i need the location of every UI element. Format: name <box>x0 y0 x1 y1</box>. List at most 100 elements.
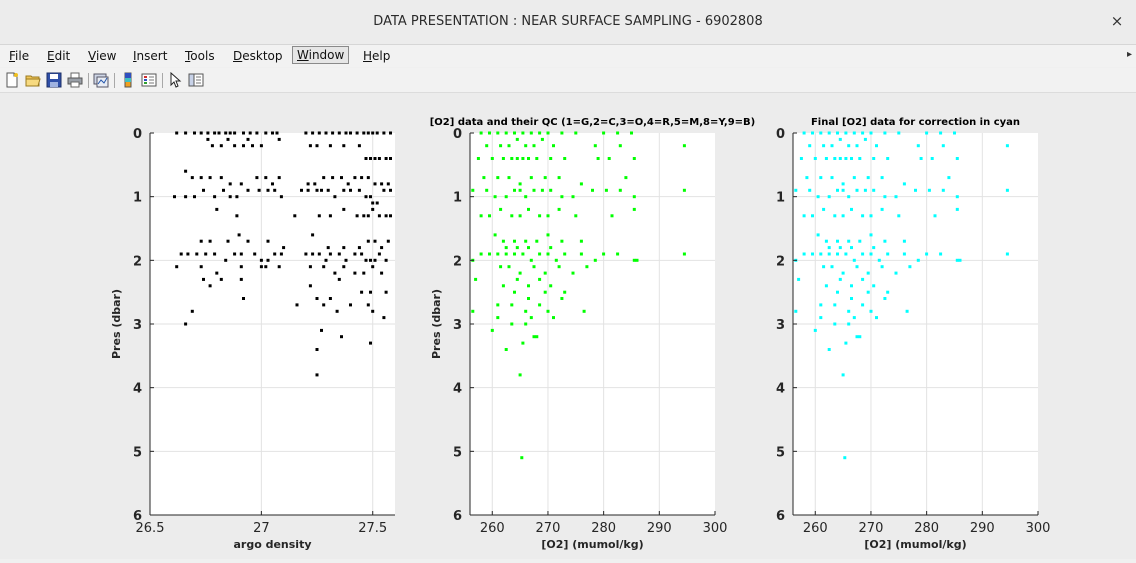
open-file-icon[interactable] <box>25 72 41 88</box>
menu-file[interactable]: File <box>9 49 30 63</box>
data-point <box>382 188 386 192</box>
data-point <box>552 144 555 148</box>
data-point <box>632 195 636 199</box>
data-point <box>488 252 491 256</box>
data-point <box>275 131 279 135</box>
y-tick-label: 6 <box>776 509 785 524</box>
data-point <box>320 188 323 192</box>
y-tick-label: 4 <box>776 382 785 397</box>
y-tick-label: 0 <box>776 127 785 142</box>
data-point <box>557 176 561 180</box>
menu-tools[interactable]: Tools <box>185 49 215 63</box>
data-point <box>838 246 842 250</box>
data-point <box>819 252 823 256</box>
colorbar-icon[interactable] <box>120 72 136 88</box>
data-point <box>264 176 268 180</box>
data-point <box>816 233 820 237</box>
data-point <box>833 303 837 307</box>
data-point <box>941 144 945 148</box>
data-point <box>320 328 323 332</box>
data-point <box>574 131 578 135</box>
data-point <box>510 157 514 160</box>
data-point <box>833 322 837 326</box>
menu-insert[interactable]: Insert <box>133 49 168 63</box>
data-point <box>1005 252 1009 256</box>
data-point <box>540 137 544 141</box>
data-point <box>496 252 500 256</box>
data-point <box>560 195 564 199</box>
data-point <box>331 131 335 135</box>
data-point <box>228 195 232 199</box>
data-point <box>226 239 230 243</box>
data-point <box>880 207 884 211</box>
data-point <box>908 265 912 269</box>
menu-overflow-icon[interactable]: ▸ <box>1126 49 1132 60</box>
data-point <box>549 246 553 250</box>
new-figure-icon[interactable] <box>4 72 20 88</box>
data-point <box>233 252 237 256</box>
data-point <box>496 303 500 307</box>
data-point <box>897 131 901 135</box>
data-point <box>277 137 281 141</box>
data-point <box>337 131 341 135</box>
data-point <box>353 252 357 256</box>
data-point <box>253 252 257 256</box>
data-point <box>833 157 837 160</box>
data-point <box>819 176 823 180</box>
data-point <box>471 309 475 313</box>
pointer-icon[interactable] <box>167 72 183 88</box>
menu-help[interactable]: Help <box>363 49 391 63</box>
menu-view[interactable]: View <box>88 49 117 63</box>
data-point <box>266 258 270 262</box>
data-point <box>883 239 887 243</box>
figure-plots: 26.5 27 27.5 0 1 2 3 4 5 6 argo density Pres (dbar)… <box>110 117 1050 551</box>
data-point <box>941 188 945 192</box>
data-point <box>858 239 862 243</box>
figure-canvas: 26.5 27 27.5 0 1 2 3 4 5 6 argo density Pres (dbar)… <box>0 93 1136 559</box>
menu-bar: File Edit View Insert Tools Desktop Wind… <box>0 45 1136 67</box>
save-icon[interactable] <box>46 72 62 88</box>
data-point <box>255 131 259 135</box>
data-point <box>317 214 321 218</box>
data-point <box>362 271 366 275</box>
data-point <box>206 137 210 141</box>
link-plot-icon[interactable] <box>93 72 109 88</box>
menu-desktop[interactable]: Desktop <box>233 49 283 63</box>
menu-edit[interactable]: Edit <box>47 49 71 63</box>
data-point <box>504 131 508 135</box>
data-point <box>328 297 332 300</box>
data-point <box>546 309 550 313</box>
data-point <box>549 157 553 160</box>
data-point <box>560 239 564 243</box>
close-icon[interactable]: × <box>1110 12 1124 30</box>
property-editor-icon[interactable] <box>188 72 204 88</box>
data-point <box>366 176 370 180</box>
data-point <box>872 284 876 288</box>
data-point <box>861 214 865 218</box>
data-point <box>501 284 505 288</box>
legend-icon[interactable] <box>141 72 157 88</box>
data-point <box>308 284 312 288</box>
data-point <box>939 252 943 256</box>
data-point <box>861 303 865 307</box>
data-point <box>507 265 511 269</box>
data-point <box>246 188 250 192</box>
data-point <box>333 271 337 275</box>
data-point <box>369 341 372 345</box>
data-point <box>838 277 842 281</box>
data-point <box>886 157 890 160</box>
data-point <box>184 169 188 173</box>
menu-window[interactable]: Window <box>292 46 350 64</box>
data-point <box>827 195 831 199</box>
data-point <box>850 297 853 300</box>
data-point <box>337 252 341 256</box>
print-icon[interactable] <box>67 72 83 88</box>
data-point <box>549 284 553 288</box>
data-point <box>239 182 243 186</box>
data-point <box>521 131 525 135</box>
data-point <box>841 271 845 275</box>
data-point <box>233 144 237 148</box>
data-point <box>797 277 801 281</box>
data-point <box>266 188 270 192</box>
data-point <box>279 252 283 256</box>
